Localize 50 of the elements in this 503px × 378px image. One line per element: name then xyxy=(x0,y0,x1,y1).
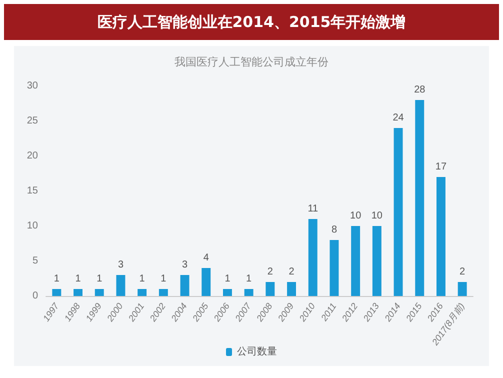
data-label: 2 xyxy=(288,266,295,278)
chart-title: 医疗人工智能创业在2014、2015年开始激增 xyxy=(4,4,499,40)
data-label: 1 xyxy=(54,274,60,284)
bar xyxy=(287,282,296,296)
data-label: 10 xyxy=(350,210,362,222)
y-tick-label: 25 xyxy=(26,116,38,126)
data-label: 4 xyxy=(203,252,210,264)
y-tick-label: 30 xyxy=(26,80,38,92)
y-tick-label: 0 xyxy=(32,290,38,302)
data-label: 17 xyxy=(435,162,447,172)
data-label: 1 xyxy=(224,274,231,284)
chart-subtitle: 我国医疗人工智能公司成立年份 xyxy=(174,56,328,68)
data-label: 1 xyxy=(96,274,103,284)
data-label: 24 xyxy=(392,112,404,124)
data-label: 2 xyxy=(267,266,274,278)
data-label: 1 xyxy=(160,274,167,284)
bar xyxy=(52,289,62,296)
bar xyxy=(94,289,104,296)
bar xyxy=(138,289,147,296)
legend-label: 公司数量 xyxy=(237,346,277,358)
data-label: 10 xyxy=(371,210,383,222)
bar xyxy=(351,226,360,296)
data-label: 2 xyxy=(460,266,466,278)
bar xyxy=(74,289,83,296)
bar xyxy=(394,128,403,296)
y-tick-label: 20 xyxy=(26,150,38,162)
data-label: 28 xyxy=(414,84,426,96)
data-label: 11 xyxy=(308,204,318,214)
y-tick-label: 5 xyxy=(32,256,38,266)
data-label: 1 xyxy=(246,274,252,284)
bar xyxy=(330,240,339,296)
y-tick-label: 15 xyxy=(26,186,38,196)
bar xyxy=(158,289,168,296)
bar xyxy=(436,177,446,296)
y-tick-label: 10 xyxy=(26,220,38,232)
data-label: 8 xyxy=(331,224,338,236)
bar xyxy=(222,289,232,296)
bar xyxy=(116,275,126,296)
bar xyxy=(415,100,424,296)
bar xyxy=(372,226,382,296)
bar xyxy=(202,268,211,296)
data-label: 1 xyxy=(75,274,82,284)
data-label: 1 xyxy=(139,274,146,284)
bar xyxy=(244,289,254,296)
bar xyxy=(458,282,467,296)
bar xyxy=(266,282,275,296)
data-label: 3 xyxy=(182,260,188,270)
bar xyxy=(308,219,318,296)
data-label: 3 xyxy=(118,260,124,270)
bar xyxy=(180,275,190,296)
